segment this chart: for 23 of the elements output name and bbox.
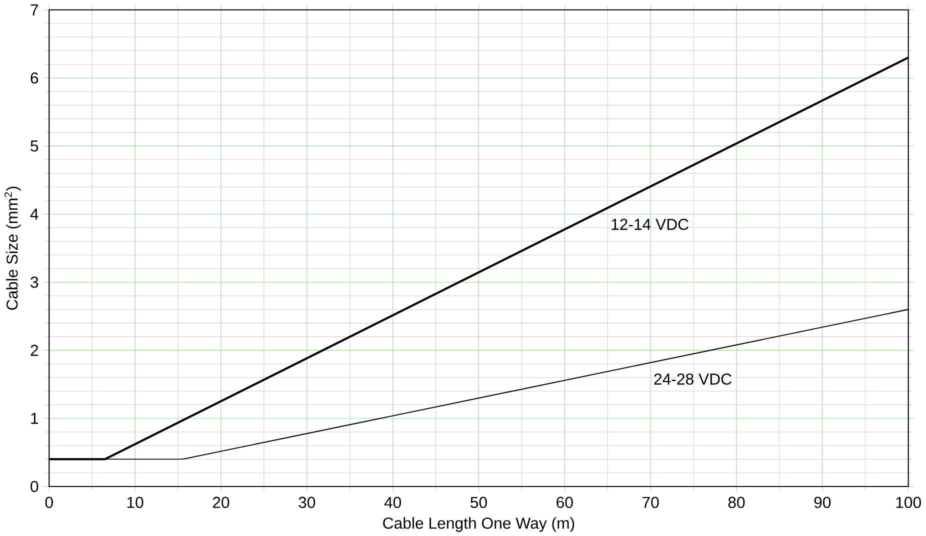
x-tick-label: 50: [470, 496, 487, 508]
x-tick-label: 40: [384, 496, 402, 508]
y-tick-label: 3: [30, 276, 38, 288]
x-tick-label: 60: [556, 496, 573, 508]
y-tick-label: 0: [30, 480, 38, 492]
x-tick-label: 70: [642, 496, 659, 508]
y-tick-label: 5: [30, 140, 38, 152]
x-tick-label: 10: [127, 496, 144, 508]
series-label: 24-28 VDC: [654, 373, 732, 385]
y-axis-title: Cable Size (mm$^{2}$): [4, 186, 21, 310]
x-tick-label: 0: [45, 496, 53, 508]
x-axis-title: Cable Length One Way (m): [383, 516, 574, 532]
y-tick-label: 6: [30, 72, 38, 84]
y-tick-label: 1: [31, 412, 38, 424]
x-tick-label: 80: [728, 496, 745, 508]
x-tick-label: 30: [298, 496, 316, 508]
y-tick-label: 4: [30, 208, 38, 220]
series-label: 12-14 VDC: [612, 218, 688, 230]
y-tick-label: 2: [30, 344, 38, 356]
x-tick-label: 90: [814, 496, 831, 508]
x-tick-label: 20: [212, 496, 230, 508]
x-tick-label: 100: [896, 496, 921, 508]
y-tick-label: 7: [30, 4, 38, 16]
